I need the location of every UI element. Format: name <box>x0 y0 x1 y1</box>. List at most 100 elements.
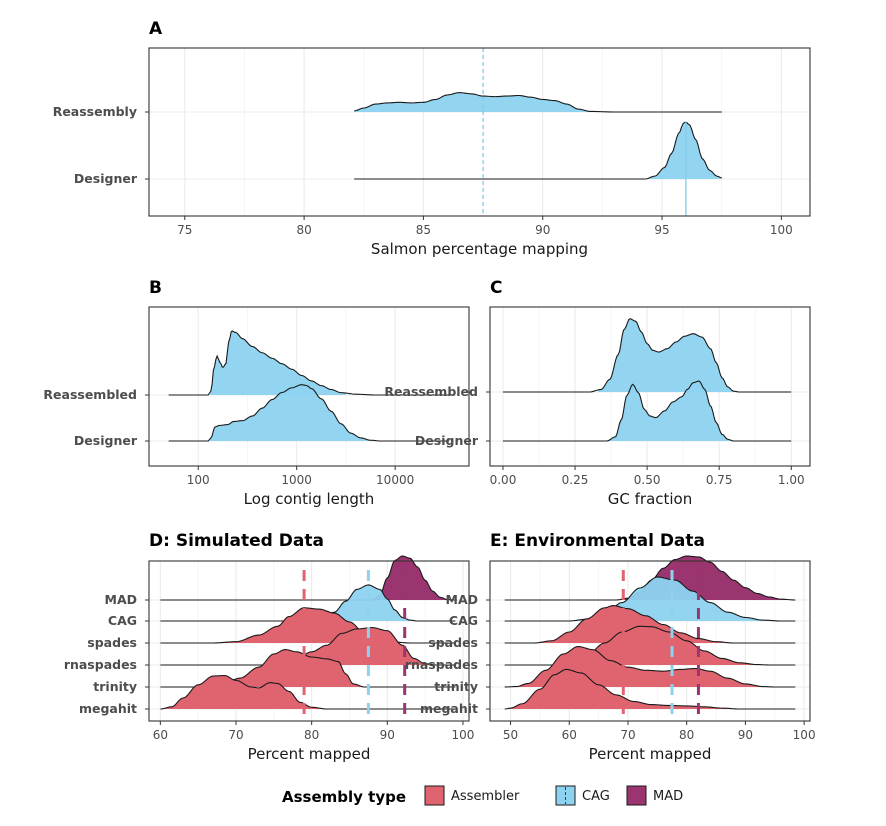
ridge-line-spades <box>160 607 456 644</box>
x-tick-label: 90 <box>380 728 395 742</box>
legend-title: Assembly type <box>282 788 406 806</box>
panel-c: Designer Reassembled 0.00 0.25 0.50 0.75 1.00 G… <box>384 278 811 508</box>
y-tick-label: rnaspades <box>64 657 137 672</box>
panel-d: megahit trinity rnaspades spades CAG MAD 60 70 8… <box>64 531 475 763</box>
y-tick-label: trinity <box>93 679 137 694</box>
ridge-line-designer <box>354 121 722 180</box>
y-tick-label: MAD <box>105 592 138 607</box>
ridge-fill-reassembled <box>210 330 346 395</box>
ridge-fill-designer <box>645 122 722 179</box>
x-tick-label: 10000 <box>376 473 414 487</box>
ridge-line-designer <box>502 380 792 442</box>
panel-border <box>148 306 470 467</box>
ridge-fill-designer <box>606 381 734 441</box>
panel-a: Designer Reassembly 75 80 85 90 95 100 Salmon pe… <box>53 19 811 258</box>
ridge-line-reassembled <box>168 330 450 396</box>
panel-label: A <box>149 19 163 39</box>
x-tick-label: 0.75 <box>706 473 733 487</box>
x-tick-label: 0.50 <box>634 473 661 487</box>
y-tick-label: MAD <box>446 592 479 607</box>
plot-background <box>149 48 810 216</box>
ridge-line-megahit <box>160 675 456 710</box>
panel-letter: D <box>149 531 163 551</box>
panel-label: E: Environmental Data <box>490 531 705 551</box>
x-tick-label: 100 <box>770 223 793 237</box>
y-tick-label: Reassembly <box>53 104 137 119</box>
ridge-fill-spades <box>160 607 456 643</box>
panel-label: D: Simulated Data <box>149 531 324 551</box>
x-tick-label: 80 <box>296 223 311 237</box>
x-tick-label: 100 <box>187 473 210 487</box>
ridge-fill-rnaspades <box>504 626 796 665</box>
y-tick-label: megahit <box>79 701 137 716</box>
x-tick-label: 80 <box>304 728 319 742</box>
x-tick-label: 50 <box>503 728 518 742</box>
y-tick-label: spades <box>87 635 137 650</box>
legend-label: Assembler <box>451 789 520 804</box>
panel-label: B <box>149 278 162 298</box>
x-tick-label: 0.25 <box>562 473 589 487</box>
x-tick-label: 95 <box>654 223 669 237</box>
ridge-line-designer <box>168 384 450 442</box>
legend-key-cag <box>555 785 576 806</box>
y-tick-label: Designer <box>74 171 138 186</box>
y-tick-label: Designer <box>415 433 479 448</box>
ridge-fill-spades <box>504 605 796 643</box>
panel-border <box>489 306 811 467</box>
legend-label: CAG <box>582 789 610 804</box>
y-tick-label: rnaspades <box>405 657 478 672</box>
ridge-fill-mad <box>160 556 456 600</box>
x-tick-label: 1000 <box>281 473 312 487</box>
x-tick-label: 75 <box>177 223 192 237</box>
ridge-fill-mad <box>504 556 796 600</box>
panel-label: C <box>490 278 502 298</box>
y-tick-label: megahit <box>420 701 478 716</box>
ridge-line-mad <box>160 555 456 601</box>
ridge-fill-megahit <box>504 669 796 709</box>
x-tick-label: 100 <box>793 728 816 742</box>
x-tick-label: 70 <box>228 728 243 742</box>
ridge-fill-designer <box>210 384 381 441</box>
y-tick-label: CAG <box>449 613 478 628</box>
panel-e: megahit trinity rnaspades spades CAG MAD 50 60 7… <box>405 531 816 763</box>
ridge-line-rnaspades <box>160 627 456 666</box>
x-tick-label: 60 <box>562 728 577 742</box>
ridge-line-trinity <box>504 645 796 688</box>
x-tick-label: 1.00 <box>778 473 805 487</box>
y-tick-label: Reassembled <box>43 387 137 402</box>
x-tick-label: 80 <box>679 728 694 742</box>
ridge-fill-cag <box>160 584 456 621</box>
y-tick-label: spades <box>428 635 478 650</box>
legend-key-assembler <box>424 785 445 806</box>
panel-border <box>148 47 811 217</box>
x-axis-title: Salmon percentage mapping <box>371 240 588 258</box>
ridge-line-spades <box>504 605 796 644</box>
panel-title: : Simulated Data <box>163 531 324 551</box>
ridge-fill-megahit <box>160 675 456 709</box>
legend-label: MAD <box>653 789 683 804</box>
y-tick-label: trinity <box>434 679 478 694</box>
y-tick-label: Designer <box>74 433 138 448</box>
panel-title: : Environmental Data <box>502 531 705 551</box>
panel-border <box>148 560 470 722</box>
ridge-line-megahit <box>504 668 796 710</box>
ridge-line-reassembly <box>354 92 722 113</box>
x-tick-label: 90 <box>535 223 550 237</box>
ridge-fill-rnaspades <box>160 627 456 665</box>
x-tick-label: 0.00 <box>490 473 517 487</box>
x-axis-title: Percent mapped <box>248 745 371 763</box>
x-tick-label: 90 <box>738 728 753 742</box>
x-tick-label: 85 <box>416 223 431 237</box>
x-tick-label: 100 <box>451 728 474 742</box>
ridge-fill-cag <box>504 577 796 621</box>
ridge-line-cag <box>504 576 796 622</box>
x-tick-label: 70 <box>620 728 635 742</box>
x-axis-title: GC fraction <box>608 490 693 508</box>
panel-letter: A <box>149 19 163 39</box>
legend-key-mad <box>626 785 647 806</box>
y-tick-label: CAG <box>108 613 137 628</box>
panel-border <box>489 560 811 722</box>
x-axis-title: Log contig length <box>244 490 375 508</box>
